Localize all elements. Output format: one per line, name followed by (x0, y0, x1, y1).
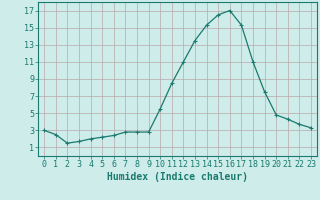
X-axis label: Humidex (Indice chaleur): Humidex (Indice chaleur) (107, 172, 248, 182)
